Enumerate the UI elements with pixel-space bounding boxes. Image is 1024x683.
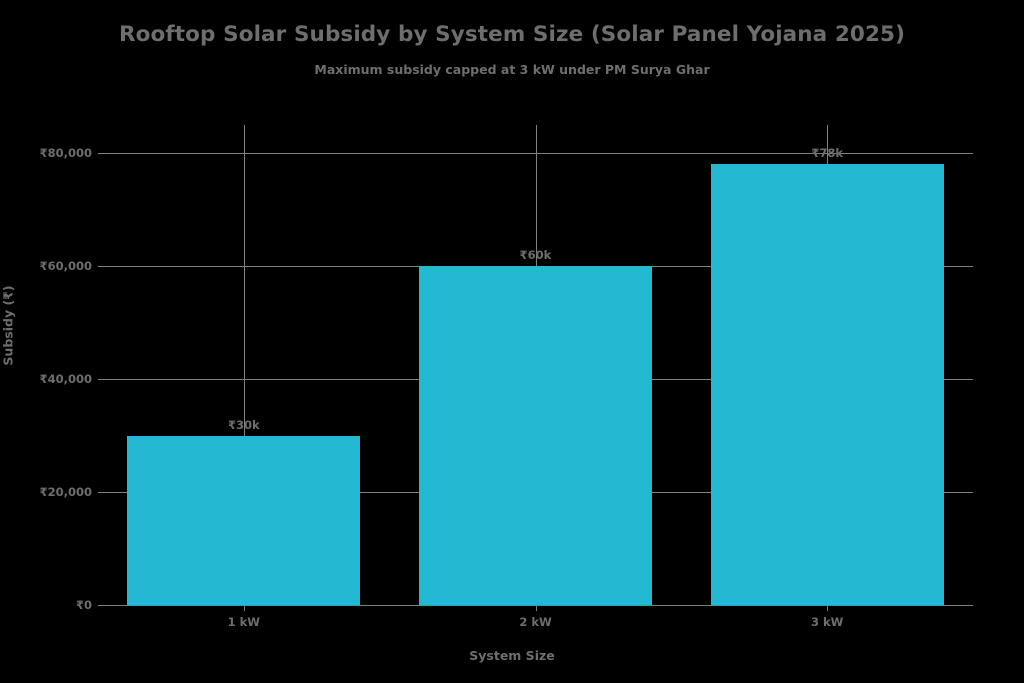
y-axis-tick-label: ₹60,000 xyxy=(39,259,92,273)
bar-value-label: ₹60k xyxy=(519,248,552,262)
y-axis-tick-label: ₹40,000 xyxy=(39,372,92,386)
bar[interactable] xyxy=(418,266,653,605)
bar[interactable] xyxy=(710,164,944,605)
x-axis-title: System Size xyxy=(469,648,555,663)
x-axis-tick-label: 2 kW xyxy=(519,615,552,629)
x-axis-tick-mark xyxy=(535,605,537,611)
y-axis-tick-label: ₹80,000 xyxy=(39,146,92,160)
bar[interactable] xyxy=(127,435,361,605)
plot-area: ₹30k ₹60k ₹78k xyxy=(98,125,973,605)
bar-value-label: ₹30k xyxy=(228,417,260,432)
x-axis-tick-mark xyxy=(827,605,829,611)
y-axis-tick-label: ₹0 xyxy=(75,598,92,612)
chart-subtitle: Maximum subsidy capped at 3 kW under PM … xyxy=(314,62,710,77)
x-axis-tick-label: 3 kW xyxy=(810,615,844,629)
gridline-vertical xyxy=(243,125,245,605)
x-axis-tick-label: 1 kW xyxy=(227,615,260,629)
chart-title: Rooftop Solar Subsidy by System Size (So… xyxy=(118,22,906,47)
x-axis-tick-mark xyxy=(243,605,245,611)
y-axis-tick-labels: ₹0 ₹20,000 ₹40,000 ₹60,000 ₹80,000 xyxy=(0,0,92,683)
y-axis-tick-label: ₹20,000 xyxy=(39,485,92,499)
bar-value-label: ₹78k xyxy=(811,146,843,161)
